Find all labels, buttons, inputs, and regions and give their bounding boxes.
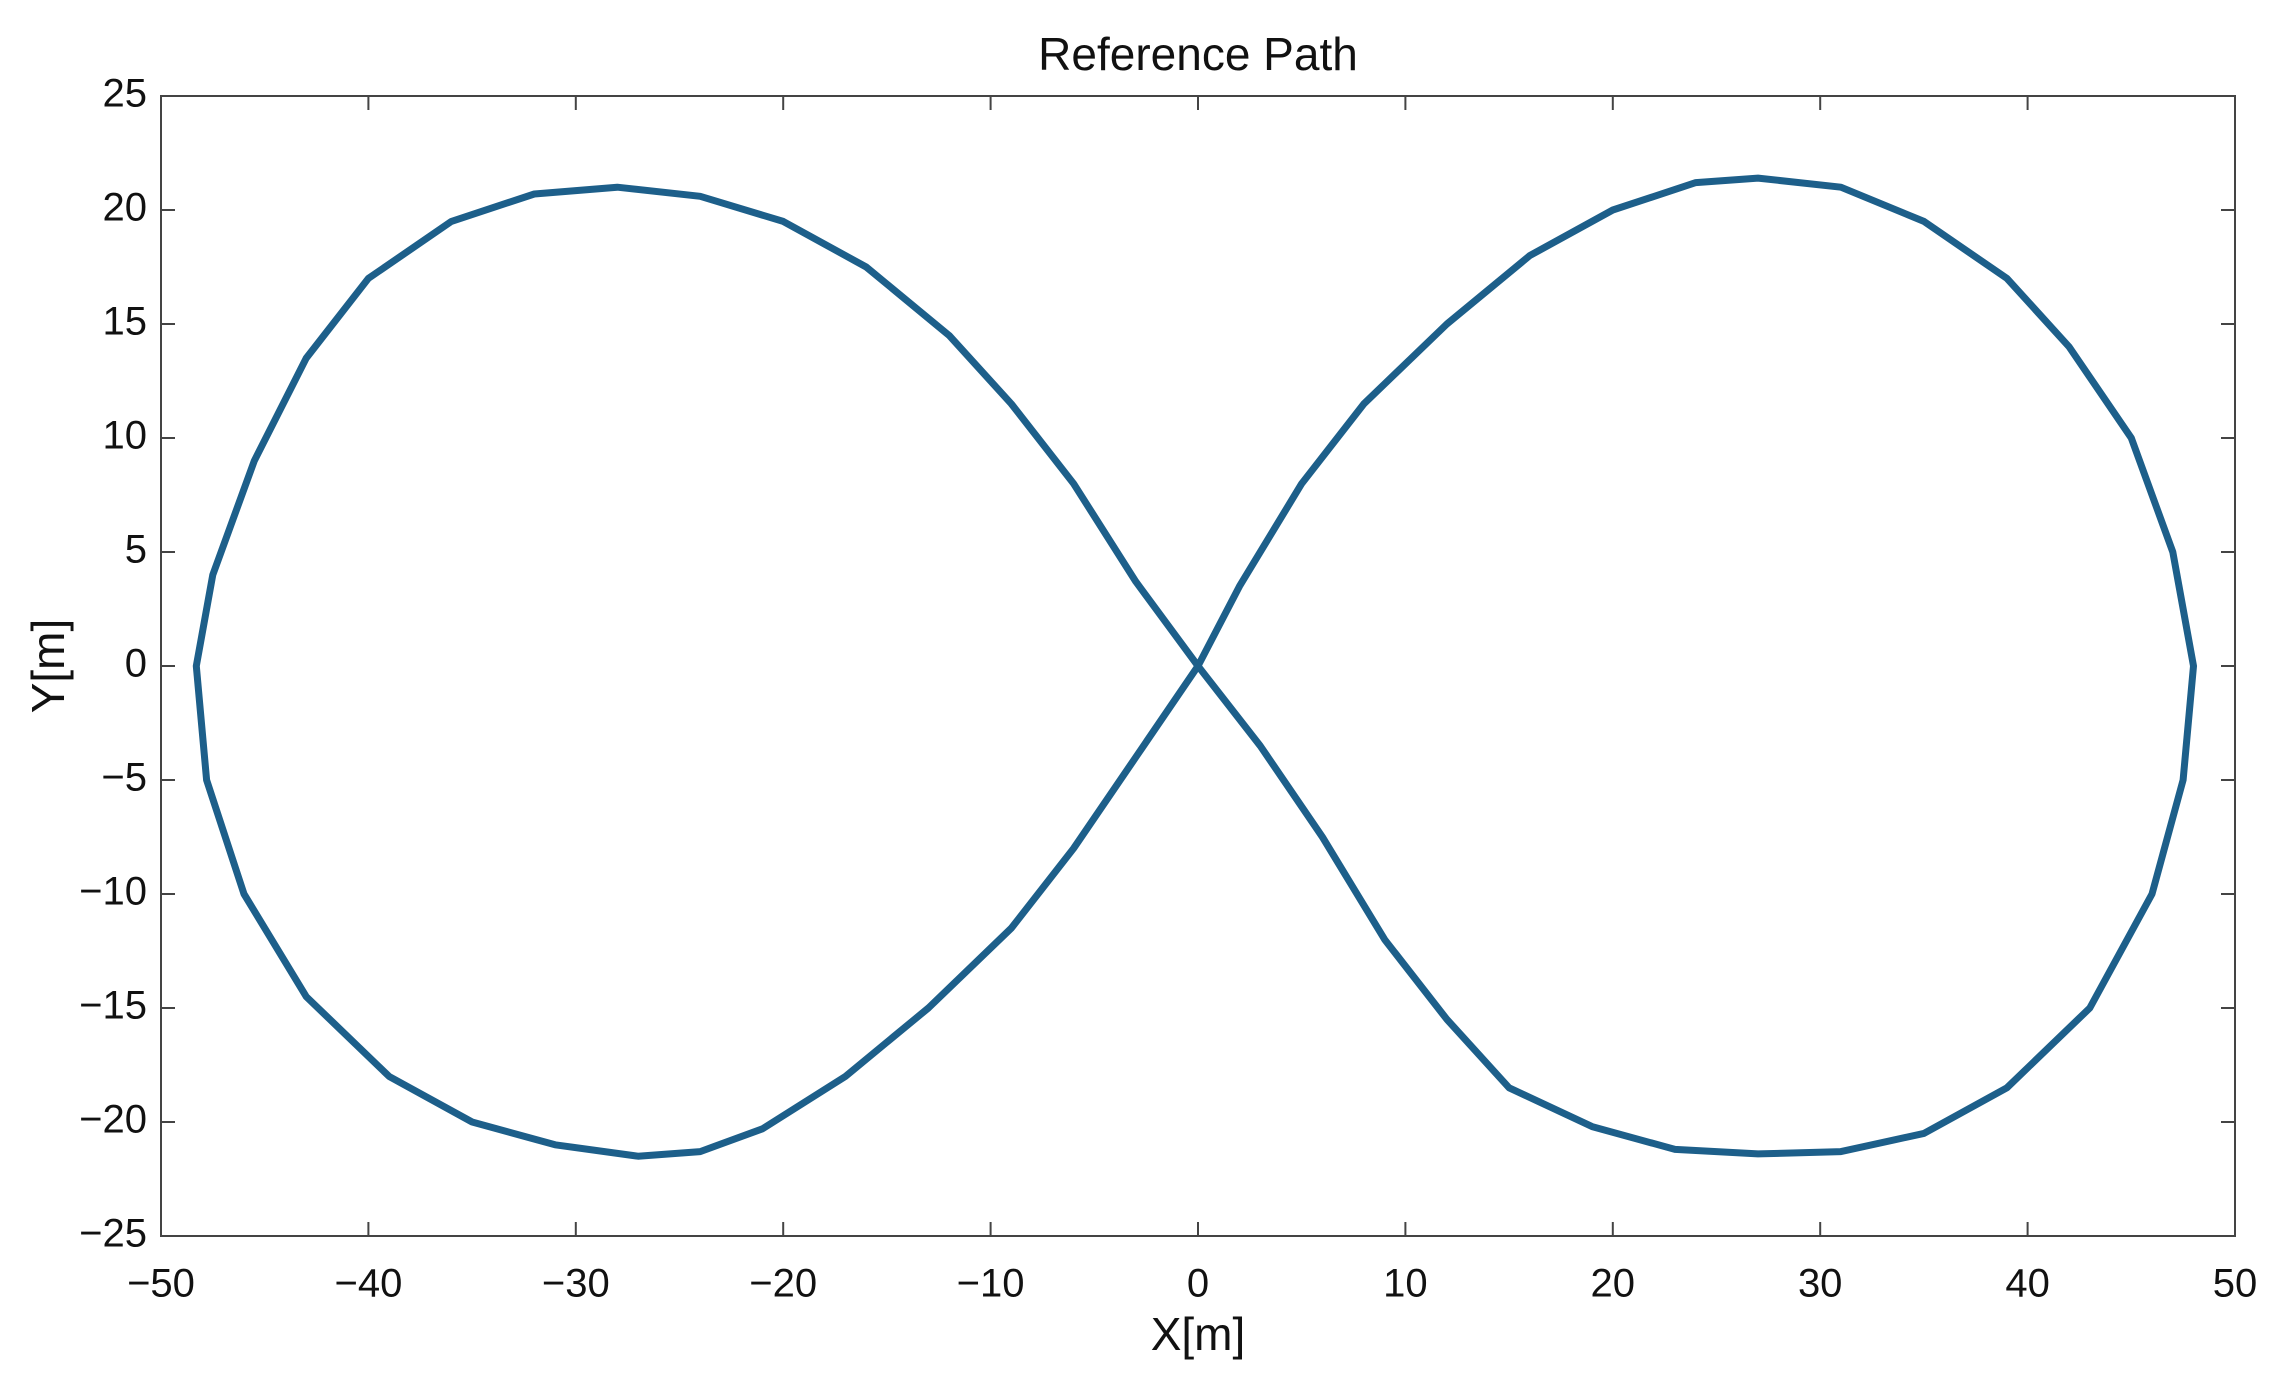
x-tick-label: 30 (1798, 1262, 1843, 1306)
x-tick-label: −40 (334, 1262, 402, 1306)
x-tick-label: −20 (749, 1262, 817, 1306)
y-tick-label: −15 (79, 984, 147, 1028)
x-tick-label: 0 (1187, 1262, 1209, 1306)
x-tick-label: −50 (127, 1262, 195, 1306)
y-axis-label: Y[m] (22, 619, 74, 714)
x-tick-label: 50 (2213, 1262, 2258, 1306)
y-tick-label: 10 (103, 414, 148, 458)
x-tick-label: 20 (1591, 1262, 1636, 1306)
x-tick-label: −10 (957, 1262, 1025, 1306)
y-tick-label: 25 (103, 72, 148, 116)
y-tick-label: 0 (125, 642, 147, 686)
y-tick-label: 15 (103, 300, 148, 344)
chart-title: Reference Path (1038, 28, 1358, 80)
y-tick-label: −20 (79, 1098, 147, 1142)
y-tick-label: −5 (101, 756, 147, 800)
y-tick-label: 5 (125, 528, 147, 572)
x-tick-label: 10 (1383, 1262, 1428, 1306)
y-tick-label: 20 (103, 186, 148, 230)
x-tick-label: −30 (542, 1262, 610, 1306)
x-tick-label: 40 (2005, 1262, 2050, 1306)
y-tick-label: −10 (79, 870, 147, 914)
x-axis-label: X[m] (1151, 1308, 1246, 1360)
data-line (192, 174, 2197, 1160)
y-tick-label: −25 (79, 1212, 147, 1256)
